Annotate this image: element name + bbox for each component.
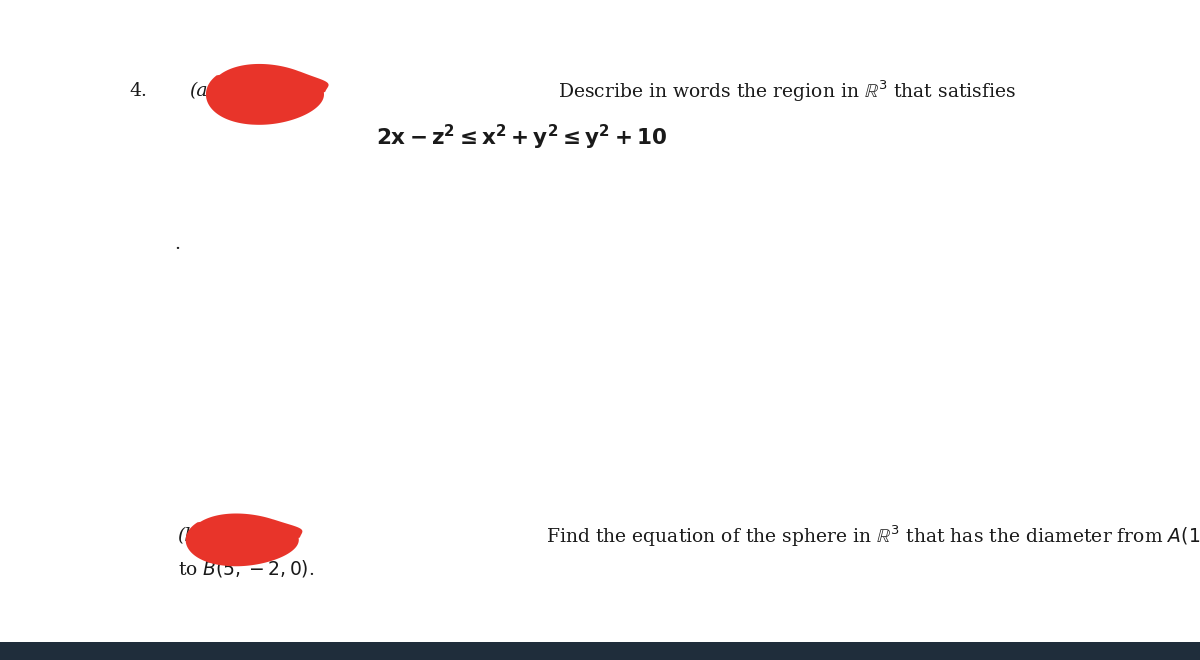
Polygon shape bbox=[186, 513, 302, 566]
Text: Find the equation of the sphere in $\mathbb{R}^3$ that has the diameter from $A(: Find the equation of the sphere in $\mat… bbox=[546, 523, 1200, 548]
Text: (b): (b) bbox=[178, 527, 204, 545]
Polygon shape bbox=[206, 64, 329, 125]
Text: 4.: 4. bbox=[130, 82, 148, 100]
Text: to $B(5, -2, 0)$.: to $B(5, -2, 0)$. bbox=[178, 558, 314, 579]
Text: ·: · bbox=[175, 240, 180, 259]
Text: $\mathbf{2x - z^2 \leq x^2 + y^2 \leq y^2 + 10}$: $\mathbf{2x - z^2 \leq x^2 + y^2 \leq y^… bbox=[377, 123, 667, 152]
Text: (a): (a) bbox=[190, 82, 216, 100]
Bar bbox=[0, 642, 1200, 660]
Text: Describe in words the region in $\mathbb{R}^3$ that satisfies: Describe in words the region in $\mathbb… bbox=[558, 79, 1016, 104]
